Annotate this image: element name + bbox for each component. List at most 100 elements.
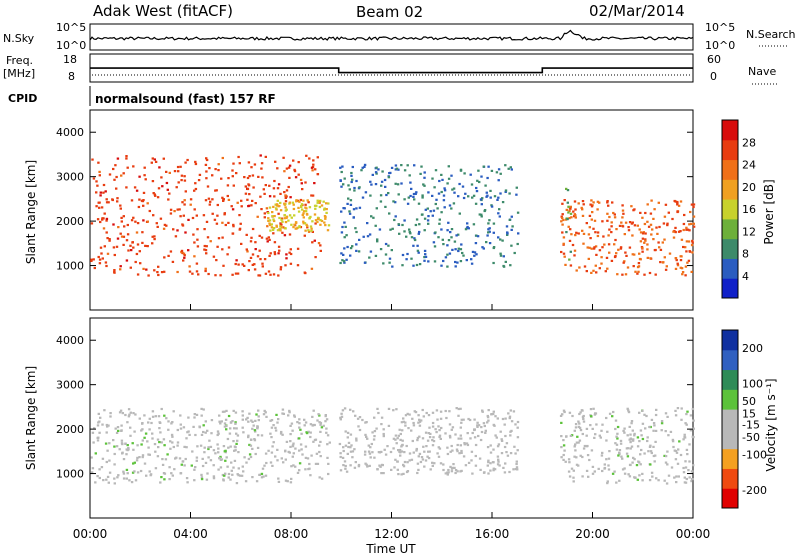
scatter-point	[454, 248, 457, 251]
scatter-point	[370, 442, 373, 446]
scatter-point	[136, 444, 139, 447]
scatter-point	[453, 240, 457, 243]
scatter-point	[361, 196, 365, 199]
scatter-point	[470, 258, 473, 261]
scatter-point	[579, 454, 582, 457]
scatter-point	[614, 419, 618, 422]
scatter-point	[680, 407, 683, 410]
scatter-point	[629, 447, 632, 450]
xtick-label: 12:00	[374, 527, 409, 541]
scatter-point	[379, 200, 383, 203]
scatter-point	[260, 472, 264, 475]
scatter-point	[410, 458, 414, 461]
scatter-point	[471, 472, 474, 475]
scatter-point	[368, 452, 372, 455]
scatter-point	[619, 439, 623, 442]
scatter-point	[686, 453, 689, 456]
scatter-point	[578, 266, 581, 269]
scatter-point	[203, 446, 206, 449]
scatter-point	[314, 168, 317, 171]
scatter-point	[438, 447, 442, 450]
scatter-point	[227, 177, 230, 180]
scatter-point	[352, 216, 355, 219]
scatter-point	[589, 237, 592, 240]
scatter-point	[226, 437, 230, 441]
scatter-point	[308, 206, 312, 209]
scatter-point	[509, 452, 513, 455]
scatter-point	[692, 464, 695, 467]
scatter-point	[462, 196, 466, 200]
scatter-point	[426, 207, 429, 210]
scatter-point	[346, 202, 349, 205]
scatter-point	[402, 472, 405, 475]
scatter-point	[270, 451, 274, 454]
scatter-point	[581, 214, 585, 217]
scatter-point	[172, 228, 175, 231]
scatter-point	[101, 457, 105, 460]
scatter-point	[318, 476, 321, 479]
scatter-point	[307, 229, 310, 232]
scatter-point	[682, 438, 685, 441]
scatter-point	[605, 256, 609, 259]
scatter-point	[222, 198, 225, 201]
scatter-point	[288, 176, 291, 179]
scatter-point	[142, 191, 146, 194]
scatter-point	[440, 264, 443, 267]
scatter-point	[485, 241, 488, 244]
velocity-scatter	[90, 407, 695, 485]
scatter-point	[423, 256, 426, 259]
scatter-point	[581, 208, 584, 211]
scatter-point	[260, 236, 264, 239]
scatter-point	[171, 260, 175, 263]
scatter-point	[295, 227, 299, 230]
scatter-point	[250, 166, 253, 169]
scatter-point	[90, 222, 94, 225]
scatter-point	[217, 169, 220, 172]
scatter-point	[320, 204, 324, 207]
scatter-point	[586, 246, 589, 249]
scatter-point	[423, 184, 426, 187]
scatter-point	[676, 264, 680, 267]
scatter-point	[649, 450, 653, 453]
scatter-point	[578, 422, 581, 425]
scatter-point	[277, 252, 280, 255]
sky-right-tick-top: 10^5	[705, 21, 735, 34]
scatter-point	[450, 228, 454, 231]
scatter-point	[573, 200, 577, 203]
scatter-point	[97, 255, 100, 259]
scatter-point	[579, 411, 582, 414]
scatter-point	[418, 420, 422, 423]
scatter-point	[194, 160, 197, 163]
scatter-point	[505, 225, 509, 228]
scatter-point	[370, 215, 373, 218]
scatter-point	[342, 253, 345, 256]
scatter-point	[234, 421, 237, 424]
scatter-point	[451, 449, 454, 452]
scatter-point	[120, 174, 123, 177]
scatter-point	[384, 242, 388, 246]
scatter-point	[438, 434, 442, 437]
scatter-point	[264, 272, 268, 275]
scatter-point	[202, 424, 205, 427]
scatter-point	[128, 479, 131, 482]
scatter-point	[587, 233, 591, 236]
scatter-point	[565, 231, 568, 234]
scatter-point	[615, 481, 618, 484]
scatter-point	[599, 436, 602, 439]
scatter-point	[297, 206, 300, 209]
scatter-point	[607, 234, 610, 237]
scatter-point	[341, 225, 344, 229]
scatter-point	[421, 408, 424, 412]
scatter-point	[481, 197, 484, 200]
scatter-point	[504, 190, 507, 193]
scatter-point	[178, 208, 181, 211]
scatter-point	[379, 194, 383, 197]
scatter-point	[185, 437, 188, 440]
scatter-point	[487, 419, 490, 422]
scatter-point	[517, 232, 520, 235]
scatter-point	[204, 163, 208, 166]
scatter-point	[94, 452, 97, 455]
scatter-point	[431, 194, 434, 197]
scatter-point	[402, 463, 405, 466]
scatter-point	[314, 256, 317, 259]
